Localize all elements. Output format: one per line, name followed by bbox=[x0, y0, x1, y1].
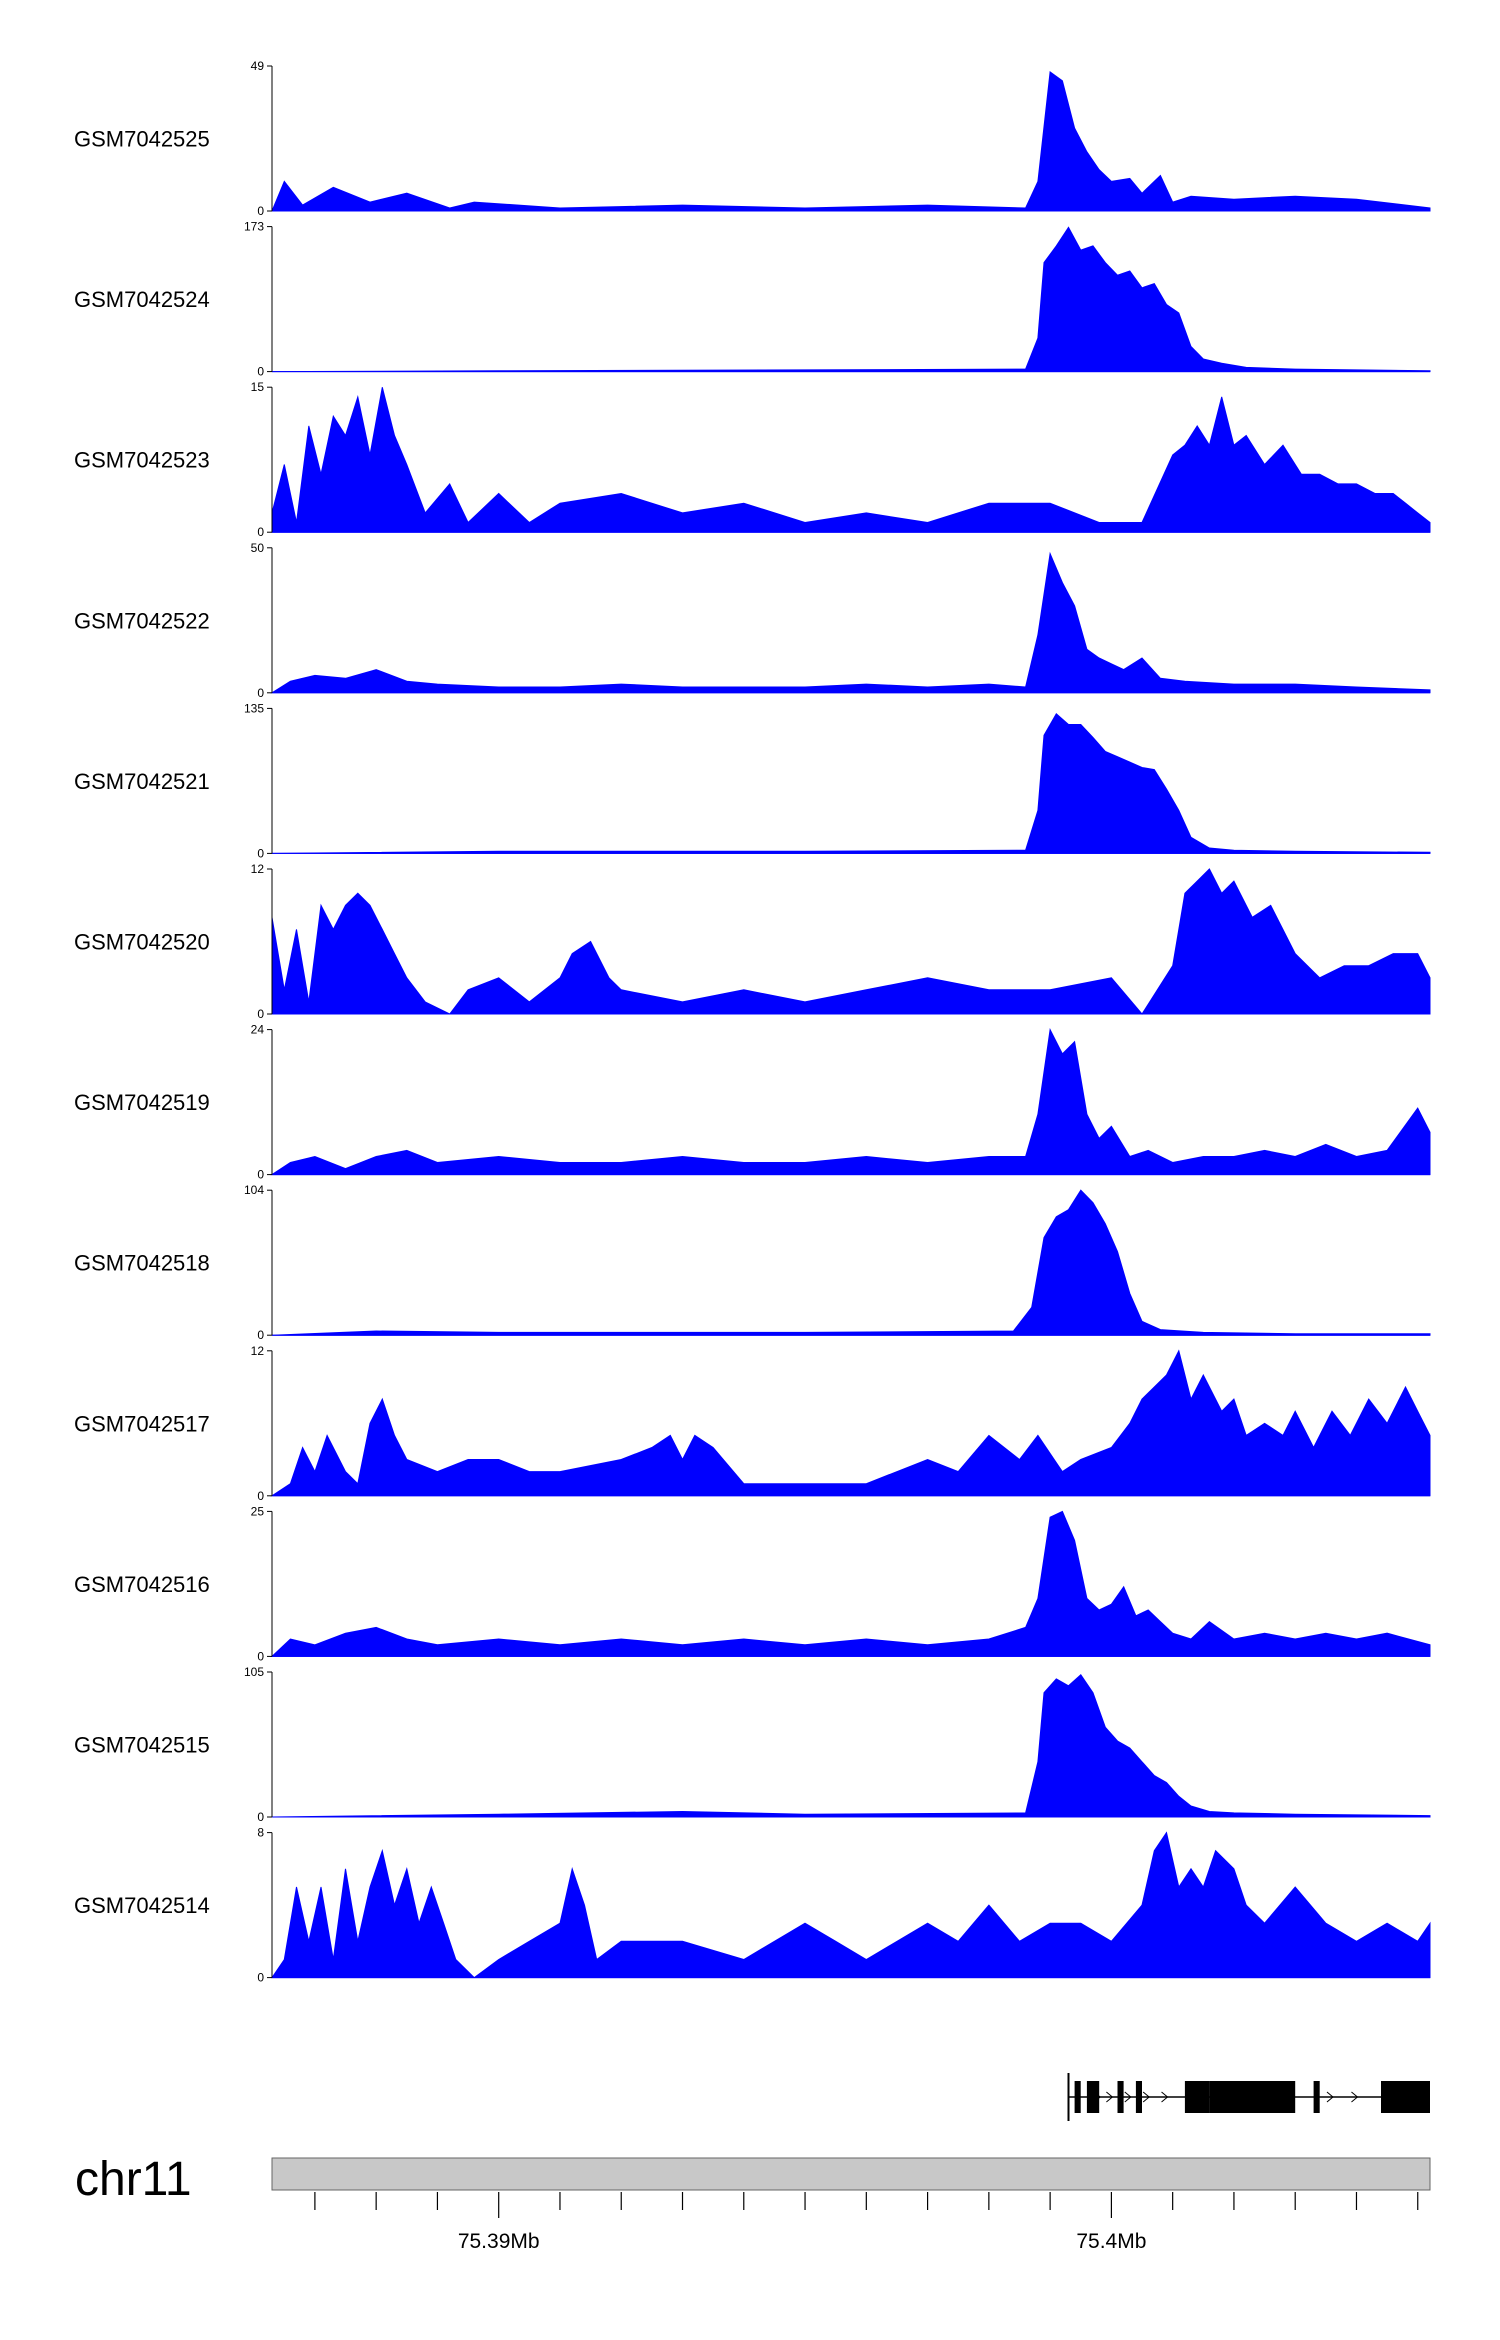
y-max-label: 15 bbox=[251, 380, 265, 394]
y-max-label: 105 bbox=[244, 1665, 264, 1679]
y-min-label: 0 bbox=[257, 1489, 264, 1503]
gene-model-track bbox=[1067, 2073, 1430, 2121]
track-label: GSM7042517 bbox=[74, 1411, 210, 1436]
signal-area bbox=[271, 70, 1431, 212]
y-min-label: 0 bbox=[257, 1649, 264, 1663]
signal-area bbox=[271, 1674, 1431, 1818]
track-label: GSM7042515 bbox=[74, 1733, 210, 1758]
y-max-label: 135 bbox=[244, 701, 264, 715]
track-GSM7042520: 12 0 GSM7042520 bbox=[74, 862, 1431, 1021]
y-max-label: 8 bbox=[257, 1826, 264, 1840]
gene-exon bbox=[1209, 2081, 1296, 2113]
track-GSM7042517: 12 0 GSM7042517 bbox=[74, 1344, 1431, 1503]
x-tick-label: 75.4Mb bbox=[1076, 2230, 1146, 2253]
track-label: GSM7042523 bbox=[74, 448, 210, 473]
track-GSM7042516: 25 0 GSM7042516 bbox=[74, 1504, 1431, 1663]
signal-area bbox=[271, 868, 1431, 1015]
strand-chevron bbox=[1326, 2091, 1334, 2103]
track-GSM7042521: 135 0 GSM7042521 bbox=[74, 701, 1431, 860]
chromosome-bar bbox=[271, 2157, 1431, 2191]
y-min-label: 0 bbox=[257, 1810, 264, 1824]
signal-area bbox=[270, 551, 1431, 694]
track-label: GSM7042521 bbox=[74, 769, 210, 794]
track-label: GSM7042524 bbox=[74, 287, 210, 312]
strand-chevron bbox=[1161, 2091, 1169, 2103]
y-min-label: 0 bbox=[257, 1007, 264, 1021]
strand-chevron bbox=[1106, 2091, 1114, 2103]
y-max-label: 173 bbox=[244, 220, 264, 234]
signal-area bbox=[271, 387, 1431, 533]
y-min-label: 0 bbox=[257, 1971, 264, 1985]
y-min-label: 0 bbox=[257, 846, 264, 860]
signal-area bbox=[270, 1027, 1431, 1176]
strand-chevron bbox=[1124, 2091, 1132, 2103]
gene-exon bbox=[1135, 2081, 1142, 2113]
track-label: GSM7042518 bbox=[74, 1251, 210, 1276]
y-max-label: 12 bbox=[251, 862, 265, 876]
signal-area bbox=[270, 1349, 1431, 1497]
chromosome-ideogram: chr11 bbox=[75, 2153, 1431, 2206]
genomic-axis: 75.39Mb 75.4Mb bbox=[314, 2192, 1419, 2253]
y-max-label: 50 bbox=[251, 541, 265, 555]
y-min-label: 0 bbox=[257, 1168, 264, 1182]
track-label: GSM7042514 bbox=[74, 1893, 210, 1918]
track-label: GSM7042520 bbox=[74, 930, 210, 955]
signal-area bbox=[271, 226, 1431, 373]
strand-chevron bbox=[1093, 2091, 1101, 2103]
gene-exon bbox=[1313, 2081, 1320, 2113]
track-label: GSM7042522 bbox=[74, 608, 210, 633]
track-GSM7042514: 8 0 GSM7042514 bbox=[74, 1826, 1431, 1985]
track-GSM7042523: 15 0 GSM7042523 bbox=[74, 380, 1431, 539]
y-min-label: 0 bbox=[257, 1328, 264, 1342]
y-max-label: 12 bbox=[251, 1344, 265, 1358]
y-min-label: 0 bbox=[257, 525, 264, 539]
gene-exon bbox=[1381, 2081, 1430, 2113]
signal-area bbox=[270, 1510, 1431, 1657]
y-min-label: 0 bbox=[257, 204, 264, 218]
track-GSM7042519: 24 0 GSM7042519 bbox=[74, 1023, 1431, 1182]
track-GSM7042518: 104 0 GSM7042518 bbox=[74, 1183, 1431, 1342]
strand-chevron bbox=[1351, 2091, 1359, 2103]
y-max-label: 24 bbox=[251, 1023, 265, 1037]
gene-exon bbox=[1086, 2081, 1100, 2113]
signal-area bbox=[271, 713, 1431, 854]
chromosome-label: chr11 bbox=[75, 2153, 192, 2206]
signal-tracks: 490GSM70425251730GSM7042524150GSM7042523… bbox=[74, 59, 1431, 1985]
gene-exon bbox=[1074, 2081, 1081, 2113]
y-max-label: 49 bbox=[251, 59, 265, 73]
signal-area bbox=[271, 1831, 1431, 1979]
track-GSM7042522: 50 0 GSM7042522 bbox=[74, 541, 1431, 700]
y-max-label: 104 bbox=[244, 1183, 264, 1197]
track-label: GSM7042516 bbox=[74, 1572, 210, 1597]
track-GSM7042515: 105 0 GSM7042515 bbox=[74, 1665, 1431, 1824]
strand-chevron bbox=[1142, 2091, 1150, 2103]
track-label: GSM7042519 bbox=[74, 1090, 210, 1115]
y-min-label: 0 bbox=[257, 365, 264, 379]
y-max-label: 25 bbox=[251, 1504, 265, 1518]
signal-area bbox=[271, 1189, 1431, 1336]
track-GSM7042524: 173 0 GSM7042524 bbox=[74, 220, 1431, 379]
y-min-label: 0 bbox=[257, 686, 264, 700]
track-label: GSM7042525 bbox=[74, 127, 210, 152]
x-tick-label: 75.39Mb bbox=[458, 2230, 540, 2253]
track-GSM7042525: 49 0 GSM7042525 bbox=[74, 59, 1431, 218]
gene-exon bbox=[1117, 2081, 1124, 2113]
gene-exon bbox=[1184, 2081, 1210, 2113]
